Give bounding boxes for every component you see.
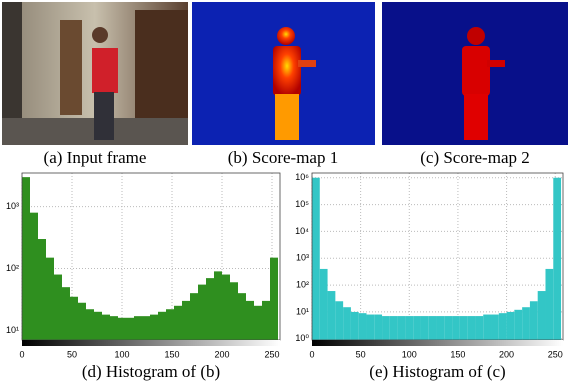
bar <box>150 314 158 340</box>
bar <box>537 291 546 340</box>
bar <box>397 316 406 340</box>
caption: (d) Histogram of (b) <box>82 362 220 381</box>
bar <box>38 239 46 340</box>
bar <box>366 314 375 340</box>
bar <box>222 274 230 340</box>
bar <box>238 293 246 340</box>
input-frame <box>2 2 188 145</box>
bar <box>327 291 336 340</box>
bar <box>498 313 507 340</box>
bar <box>553 177 562 340</box>
bar <box>78 302 86 340</box>
bar <box>358 313 367 340</box>
bar <box>134 316 142 340</box>
bar <box>514 309 523 340</box>
bar <box>436 316 445 340</box>
bar <box>335 301 344 340</box>
bar <box>374 314 383 340</box>
bar <box>420 316 429 340</box>
y-tick-label: 10¹ <box>6 325 19 335</box>
y-tick-label: 10⁴ <box>295 226 309 236</box>
y-tick-label: 10¹ <box>296 306 309 316</box>
bar <box>70 296 78 340</box>
x-tick-label: 0 <box>309 349 314 359</box>
bar <box>467 316 476 340</box>
x-tick-label: 50 <box>67 349 77 359</box>
bar <box>428 316 437 340</box>
bar <box>182 300 190 340</box>
x-tick-label: 100 <box>114 349 129 359</box>
bar <box>198 284 206 340</box>
bar <box>190 293 198 340</box>
bar <box>389 316 398 340</box>
x-tick-label: 200 <box>499 349 514 359</box>
bar <box>491 314 499 340</box>
bar <box>126 317 134 340</box>
y-tick-label: 10⁵ <box>295 199 309 209</box>
bar <box>312 177 320 340</box>
bar <box>475 316 484 340</box>
x-tick-label: 150 <box>450 349 465 359</box>
bar <box>483 314 492 340</box>
bar <box>319 268 328 340</box>
x-tick-label: 0 <box>19 349 24 359</box>
bar <box>452 316 460 340</box>
bar <box>459 316 468 340</box>
x-tick-label: 250 <box>264 349 279 359</box>
bar <box>158 311 166 340</box>
bar <box>166 309 174 340</box>
caption: (e) Histogram of (c) <box>369 362 505 381</box>
bar <box>413 316 421 340</box>
y-tick-label: 10³ <box>6 201 19 211</box>
bar <box>54 274 62 340</box>
bar <box>142 316 150 340</box>
bar <box>522 307 530 340</box>
bar <box>214 271 222 340</box>
bar <box>382 316 390 340</box>
bar <box>444 316 453 340</box>
bar <box>86 309 94 340</box>
bar <box>262 300 270 340</box>
y-tick-label: 10² <box>296 279 309 289</box>
colorbar <box>22 340 280 346</box>
bar <box>254 305 262 340</box>
caption: (c) Score-map 2 <box>420 148 530 167</box>
bar <box>529 301 538 340</box>
bar <box>102 314 110 340</box>
caption: (b) Score-map 1 <box>228 148 338 167</box>
bar <box>405 316 414 340</box>
x-tick-label: 150 <box>164 349 179 359</box>
x-tick-label: 200 <box>214 349 229 359</box>
colorbar <box>312 340 563 346</box>
bar <box>506 311 515 340</box>
y-tick-label: 10³ <box>296 253 309 263</box>
bar <box>94 311 102 340</box>
x-tick-label: 100 <box>402 349 417 359</box>
bar <box>350 311 359 340</box>
bar <box>118 317 126 340</box>
caption: (a) Input frame <box>44 148 147 167</box>
bar <box>343 307 351 340</box>
y-tick-label: 10⁰ <box>295 333 309 343</box>
bar <box>22 177 30 340</box>
bar <box>270 257 278 340</box>
bar <box>62 287 70 340</box>
score-map-2 <box>382 2 568 145</box>
y-tick-label: 10⁶ <box>295 172 309 182</box>
x-tick-label: 50 <box>356 349 366 359</box>
bar <box>230 282 238 340</box>
bar <box>46 257 54 340</box>
bar <box>174 305 182 340</box>
bar <box>110 316 118 340</box>
bar <box>545 268 554 340</box>
x-tick-label: 250 <box>548 349 563 359</box>
bar <box>30 212 38 340</box>
bar <box>206 278 214 340</box>
score-map-1 <box>192 2 375 145</box>
y-tick-label: 10² <box>6 263 19 273</box>
bar <box>246 300 254 340</box>
